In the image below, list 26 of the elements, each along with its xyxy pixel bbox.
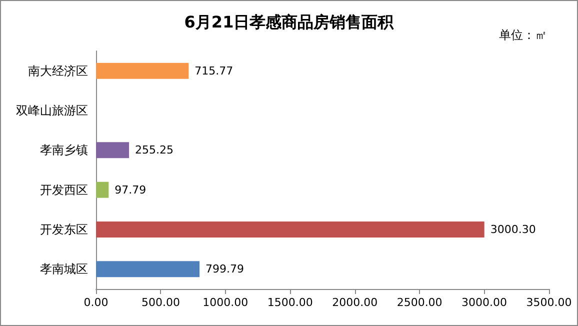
x-tick-label: 3500.00 bbox=[526, 296, 572, 309]
y-tick-label: 孝南乡镇 bbox=[40, 143, 88, 158]
y-tick-label: 双峰山旅游区 bbox=[16, 104, 88, 118]
data-label: 715.77 bbox=[194, 64, 234, 78]
y-tick-label: 开发西区 bbox=[40, 182, 88, 197]
data-label: 255.25 bbox=[135, 144, 174, 157]
bar bbox=[96, 222, 484, 238]
bar bbox=[96, 142, 130, 158]
x-tick-label: 500.00 bbox=[141, 296, 180, 309]
x-tick-label: 1000.00 bbox=[202, 296, 248, 309]
text: 单位：㎡ bbox=[499, 28, 547, 42]
bar bbox=[96, 261, 200, 278]
y-tick-label: 南大经济区 bbox=[28, 64, 88, 78]
y-tick-label: 开发东区 bbox=[40, 222, 88, 236]
data-label: 97.79 bbox=[114, 183, 146, 196]
data-label: 3000.30 bbox=[490, 223, 536, 236]
data-label: 799.79 bbox=[206, 262, 244, 276]
x-tick-label: 0.00 bbox=[84, 296, 108, 309]
x-tick-label: 2000.00 bbox=[332, 296, 378, 309]
chart-title: 6月21日孝感商品房销售面积 bbox=[184, 12, 395, 32]
bar bbox=[96, 62, 189, 79]
y-tick-label: 孝南城区 bbox=[40, 262, 88, 276]
x-tick-label: 1500.00 bbox=[267, 296, 313, 309]
x-tick-label: 3000.00 bbox=[462, 296, 508, 309]
bar bbox=[96, 182, 109, 198]
x-tick-label: 2500.00 bbox=[396, 296, 442, 309]
